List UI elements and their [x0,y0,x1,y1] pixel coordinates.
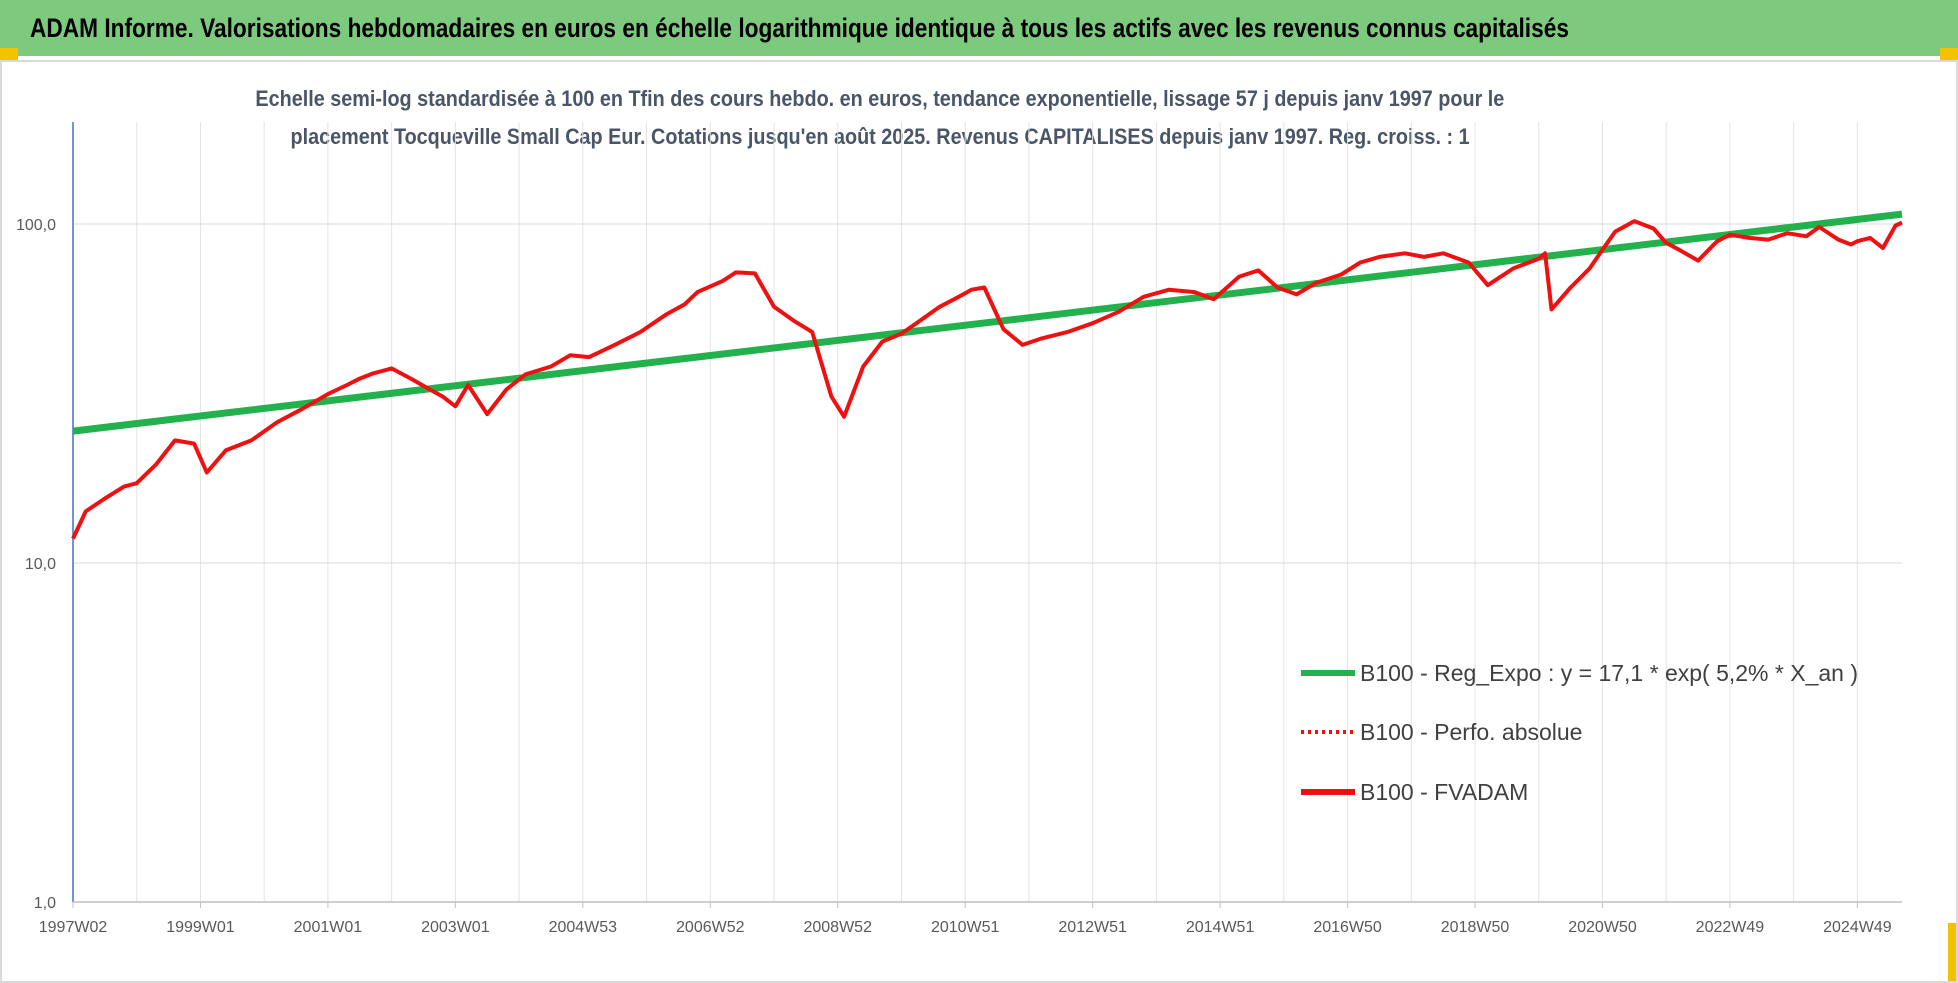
corner-marker-top-right [1940,48,1958,60]
legend-item-perfo-absolue-label: B100 - Perfo. absolue [1360,719,1582,745]
chart-title-line-2: placement Tocqueville Small Cap Eur. Cot… [290,124,1470,149]
x-tick-label: 2016W50 [1313,919,1382,936]
legend-item-fvadam-label: B100 - FVADAM [1360,779,1528,805]
y-tick-label: 100,0 [16,217,56,234]
legend-layer: B100 - Reg_Expo : y = 17,1 * exp( 5,2% *… [1301,660,1858,805]
x-tick-label: 2022W49 [1696,919,1765,936]
corner-marker-top-left [0,48,18,60]
x-tick-label: 2014W51 [1186,919,1255,936]
legend-item-regression-label: B100 - Reg_Expo : y = 17,1 * exp( 5,2% *… [1360,660,1858,686]
x-tick-label: 2001W01 [294,919,363,936]
page-title: ADAM Informe. Valorisations hebdomadaire… [30,12,1569,43]
axis-layer: 1,0 10,0 100,0 1997W02 1999W01 2001W01 2003W01… [16,122,1902,936]
x-tick-label: 1997W02 [39,919,108,936]
chart-title-line-1: Echelle semi-log standardisée à 100 en T… [255,86,1505,111]
x-tick-label: 2008W52 [803,919,872,936]
x-tick-label: 2020W50 [1568,919,1637,936]
x-tick-label: 2006W52 [676,919,745,936]
y-tick-label: 1,0 [34,895,56,912]
chart-area [0,60,1958,983]
x-tick-label: 2018W50 [1441,919,1510,936]
header-bar: ADAM Informe. Valorisations hebdomadaire… [0,0,1958,56]
x-tick-label: 2010W51 [931,919,1000,936]
x-tick-label: 2012W51 [1058,919,1127,936]
x-tick-label: 1999W01 [166,919,235,936]
series-layer [71,210,1903,540]
series-line-fvadam [71,219,1903,540]
series-line-regression [72,210,1903,435]
y-tick-label: 10,0 [25,556,56,573]
x-tick-label: 2004W53 [549,919,618,936]
corner-marker-bottom-right [1948,923,1958,983]
x-tick-label: 2024W49 [1823,919,1892,936]
x-tick-label: 2003W01 [421,919,490,936]
grid-layer [73,122,1902,903]
